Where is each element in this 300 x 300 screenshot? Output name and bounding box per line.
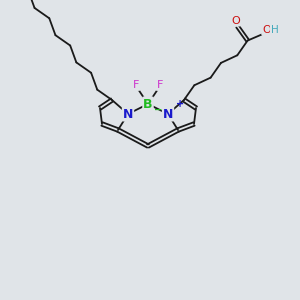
Text: −: − bbox=[154, 105, 162, 115]
Text: H: H bbox=[271, 25, 278, 34]
Text: O: O bbox=[262, 25, 271, 34]
Text: O: O bbox=[231, 16, 240, 26]
Text: B: B bbox=[143, 98, 153, 110]
Text: +: + bbox=[176, 99, 184, 109]
Text: F: F bbox=[133, 80, 139, 90]
Text: F: F bbox=[157, 80, 163, 90]
Text: N: N bbox=[123, 107, 133, 121]
Text: N: N bbox=[163, 107, 173, 121]
